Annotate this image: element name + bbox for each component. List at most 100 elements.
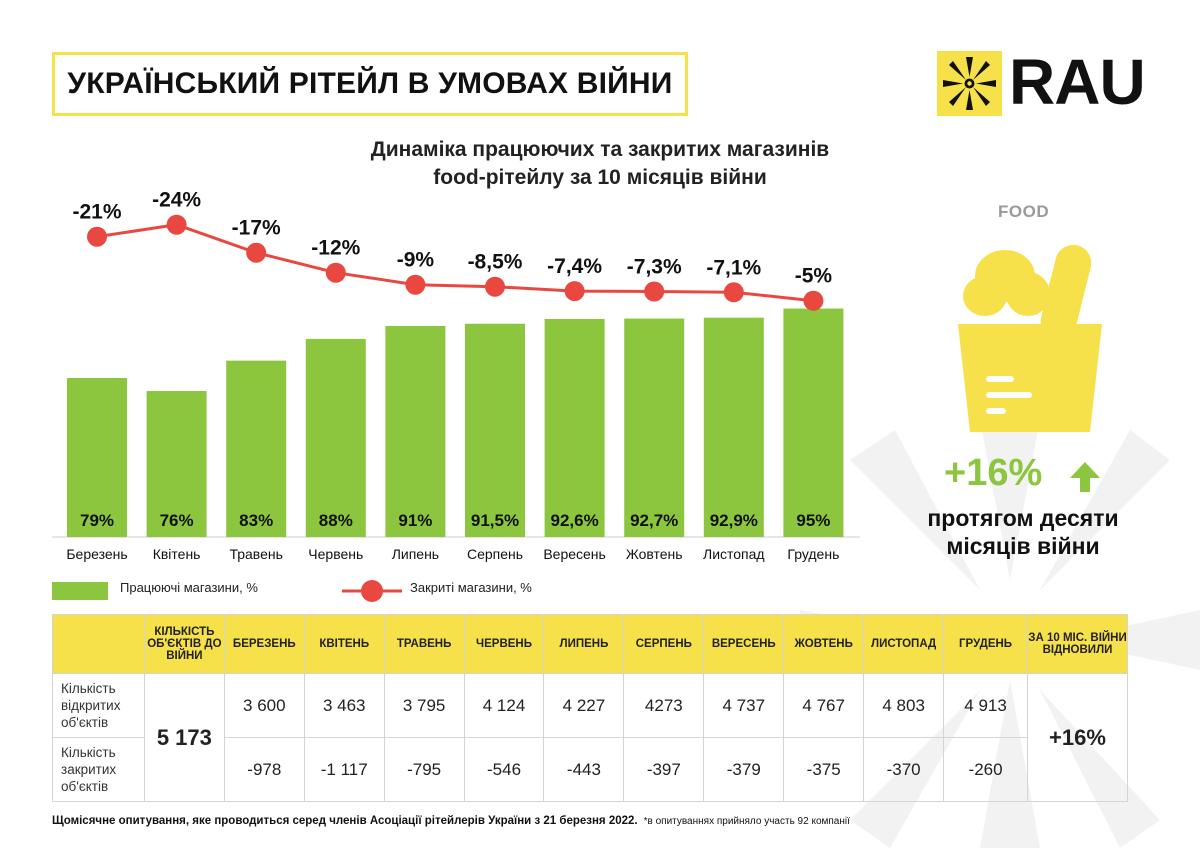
- bar-value-label: 92,7%: [630, 511, 678, 530]
- table-cell: -546: [463, 737, 545, 802]
- table-cell: 4 124: [463, 673, 545, 738]
- data-table: КІЛЬКІСТЬ ОБ'ЄКТІВ ДО ВІЙНИ БЕРЕЗЕНЬ КВІ…: [52, 614, 1128, 802]
- line-value-label: -8,5%: [468, 251, 523, 274]
- bar-value-label: 76%: [160, 511, 194, 530]
- line-value-label: -7,3%: [627, 256, 682, 279]
- bar-value-label: 92,9%: [710, 511, 758, 530]
- line-point: [87, 226, 107, 247]
- chart-title-line-1: Динаміка працюючих та закритих магазинів: [370, 138, 830, 161]
- legend-closed-label: Закриті магазини, %: [410, 580, 532, 595]
- table-cell: 4273: [623, 673, 705, 738]
- line-value-label: -24%: [152, 189, 201, 212]
- growth-description: протягом десяти місяців війни: [918, 504, 1128, 560]
- bar: [783, 308, 844, 537]
- line-value-label: -5%: [795, 265, 833, 288]
- table-header-month: ТРАВЕНЬ: [383, 614, 465, 674]
- bar: [624, 318, 685, 537]
- footer-note: Щомісячне опитування, яке проводиться се…: [52, 815, 850, 827]
- line-point: [405, 274, 426, 295]
- table-header-month: ЛИПЕНЬ: [543, 614, 625, 674]
- table-cell: -795: [383, 737, 465, 802]
- table-cell: -978: [223, 737, 305, 802]
- table-header-month: СЕРПЕНЬ: [623, 614, 705, 674]
- table-cell: -397: [623, 737, 705, 802]
- bar-value-label: 92,6%: [550, 511, 598, 530]
- x-tick-label: Березень: [66, 546, 127, 562]
- x-tick-label: Жовтень: [626, 546, 683, 562]
- rau-logo: RAU: [937, 46, 1149, 118]
- x-tick-label: Квітень: [153, 546, 201, 562]
- bar-value-label: 91%: [398, 511, 432, 530]
- x-tick-label: Травень: [229, 546, 282, 562]
- table-header-row: КІЛЬКІСТЬ ОБ'ЄКТІВ ДО ВІЙНИ БЕРЕЗЕНЬ КВІ…: [52, 614, 1128, 674]
- table-header-prewar: КІЛЬКІСТЬ ОБ'ЄКТІВ ДО ВІЙНИ: [143, 614, 225, 674]
- bar: [67, 378, 127, 537]
- chart-title: Динаміка працюючих та закритих магазинів…: [300, 136, 900, 192]
- table-cell: -260: [943, 737, 1028, 802]
- arrow-up-icon: [1070, 462, 1100, 492]
- bar: [226, 360, 287, 537]
- footer-main: Щомісячне опитування, яке проводиться се…: [52, 815, 638, 827]
- table-cell: 3 600: [223, 673, 305, 738]
- legend-working-label: Працюючі магазини, %: [120, 580, 258, 595]
- line-point: [485, 276, 505, 297]
- table-header-month: БЕРЕЗЕНЬ: [223, 614, 305, 674]
- table-header-month: КВІТЕНЬ: [303, 614, 385, 674]
- table-cell: 4 737: [703, 673, 785, 738]
- table-header-restored: ЗА 10 МІС. ВІЙНИ ВІДНОВИЛИ: [1027, 614, 1128, 674]
- line-value-label: -7,1%: [706, 256, 761, 279]
- table-cell: 4 767: [783, 673, 865, 738]
- table-cell: -370: [863, 737, 945, 802]
- line-point: [246, 242, 267, 263]
- row-label-open: Кількість відкритих об'єктів: [52, 673, 145, 738]
- x-tick-label: Червень: [308, 546, 363, 562]
- bar-value-label: 83%: [239, 511, 273, 530]
- table-row-open: Кількість відкритих об'єктів 5 173 3 600…: [52, 673, 1128, 802]
- table-cell: 4 803: [863, 673, 945, 738]
- restored-total: +16%: [1027, 673, 1128, 802]
- table-cell: 3 795: [383, 673, 465, 738]
- food-category-label: FOOD: [998, 202, 1050, 221]
- table-header-month: ЛИСТОПАД: [863, 614, 945, 674]
- table-cell: 4 913: [943, 673, 1028, 738]
- table-header-month: ВЕРЕСЕНЬ: [703, 614, 785, 674]
- line-point: [803, 290, 824, 311]
- bar: [385, 325, 446, 537]
- table-header-month: ГРУДЕНЬ: [943, 614, 1028, 674]
- line-point: [325, 262, 346, 283]
- table-cell: -443: [543, 737, 625, 802]
- logo-star-icon: [937, 51, 1002, 116]
- growth-description-line-2: місяців війни: [946, 533, 1100, 559]
- line-value-label: -21%: [72, 201, 121, 224]
- line-value-label: -12%: [311, 237, 360, 260]
- bar: [703, 317, 764, 537]
- line-point: [564, 281, 585, 302]
- bar-value-label: 91,5%: [471, 511, 519, 530]
- table-header-month: ЧЕРВЕНЬ: [463, 614, 545, 674]
- table-cell: -379: [703, 737, 785, 802]
- x-tick-label: Липень: [392, 546, 439, 562]
- row-label-closed: Кількість закритих об'єктів: [52, 737, 145, 802]
- bar: [146, 391, 207, 537]
- page-title: УКРАЇНСЬКИЙ РІТЕЙЛ В УМОВАХ ВІЙНИ: [67, 67, 673, 100]
- table-header-month: ЖОВТЕНЬ: [783, 614, 865, 674]
- line-point: [166, 214, 187, 235]
- growth-description-line-1: протягом десяти: [927, 505, 1119, 531]
- table-row-closed: Кількість закритих об'єктів -978 -1 117 …: [52, 737, 1128, 802]
- closed-stores-line: [96, 223, 814, 303]
- line-point: [644, 281, 665, 302]
- legend-line-swatch: [342, 580, 402, 602]
- bar-value-label: 88%: [319, 511, 353, 530]
- bar: [305, 338, 366, 537]
- footer-footnote: *в опитуваннях прийняло участь 92 компан…: [643, 816, 850, 827]
- table-cell: 3 463: [303, 673, 385, 738]
- x-tick-label: Вересень: [543, 546, 606, 562]
- title-box: УКРАЇНСЬКИЙ РІТЕЙЛ В УМОВАХ ВІЙНИ: [52, 52, 688, 116]
- table-header-empty: [52, 614, 145, 674]
- x-tick-label: Серпень: [467, 546, 523, 562]
- legend-bar-swatch: [52, 582, 108, 600]
- bar: [544, 318, 605, 537]
- bar-value-label: 79%: [80, 511, 114, 530]
- chart-title-line-2: food-рітейлу за 10 місяців війни: [433, 166, 767, 189]
